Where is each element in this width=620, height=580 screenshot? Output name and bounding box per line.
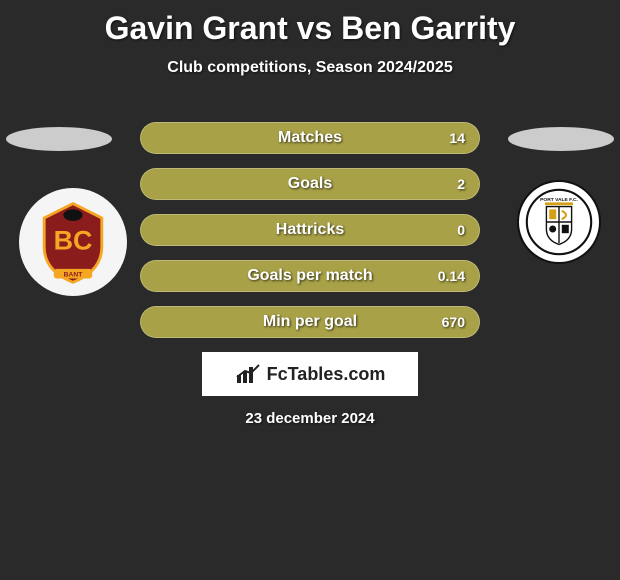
stat-row-matches: Matches 14 (140, 122, 480, 154)
stat-value: 0.14 (438, 268, 465, 284)
stat-row-hattricks: Hattricks 0 (140, 214, 480, 246)
stat-value: 14 (449, 130, 465, 146)
stats-bars: Matches 14 Goals 2 Hattricks 0 Goals per… (140, 122, 480, 352)
watermark: FcTables.com (202, 352, 418, 396)
team-left-crest: BC BANT (19, 188, 127, 296)
svg-text:BANT: BANT (64, 272, 84, 279)
stat-value: 0 (457, 222, 465, 238)
subtitle: Club competitions, Season 2024/2025 (0, 59, 620, 77)
player-left-ellipse (6, 127, 112, 151)
stat-label: Goals (288, 175, 332, 193)
stat-label: Min per goal (263, 313, 357, 331)
watermark-text: FcTables.com (267, 364, 386, 385)
stat-label: Hattricks (276, 221, 344, 239)
page-title: Gavin Grant vs Ben Garrity (0, 0, 620, 47)
stat-label: Matches (278, 129, 342, 147)
portvale-crest-icon: PORT VALE F.C. (517, 180, 601, 264)
bradford-crest-icon: BC BANT (19, 188, 127, 296)
stat-row-goals: Goals 2 (140, 168, 480, 200)
stat-value: 670 (442, 314, 465, 330)
svg-text:BC: BC (54, 226, 93, 256)
stat-label: Goals per match (247, 267, 372, 285)
stat-row-goals-per-match: Goals per match 0.14 (140, 260, 480, 292)
player-right-ellipse (508, 127, 614, 151)
stat-row-min-per-goal: Min per goal 670 (140, 306, 480, 338)
chart-icon (235, 363, 261, 385)
date-text: 23 december 2024 (0, 410, 620, 427)
stat-value: 2 (457, 176, 465, 192)
team-right-crest: PORT VALE F.C. (517, 188, 601, 272)
svg-text:PORT VALE F.C.: PORT VALE F.C. (540, 197, 578, 203)
